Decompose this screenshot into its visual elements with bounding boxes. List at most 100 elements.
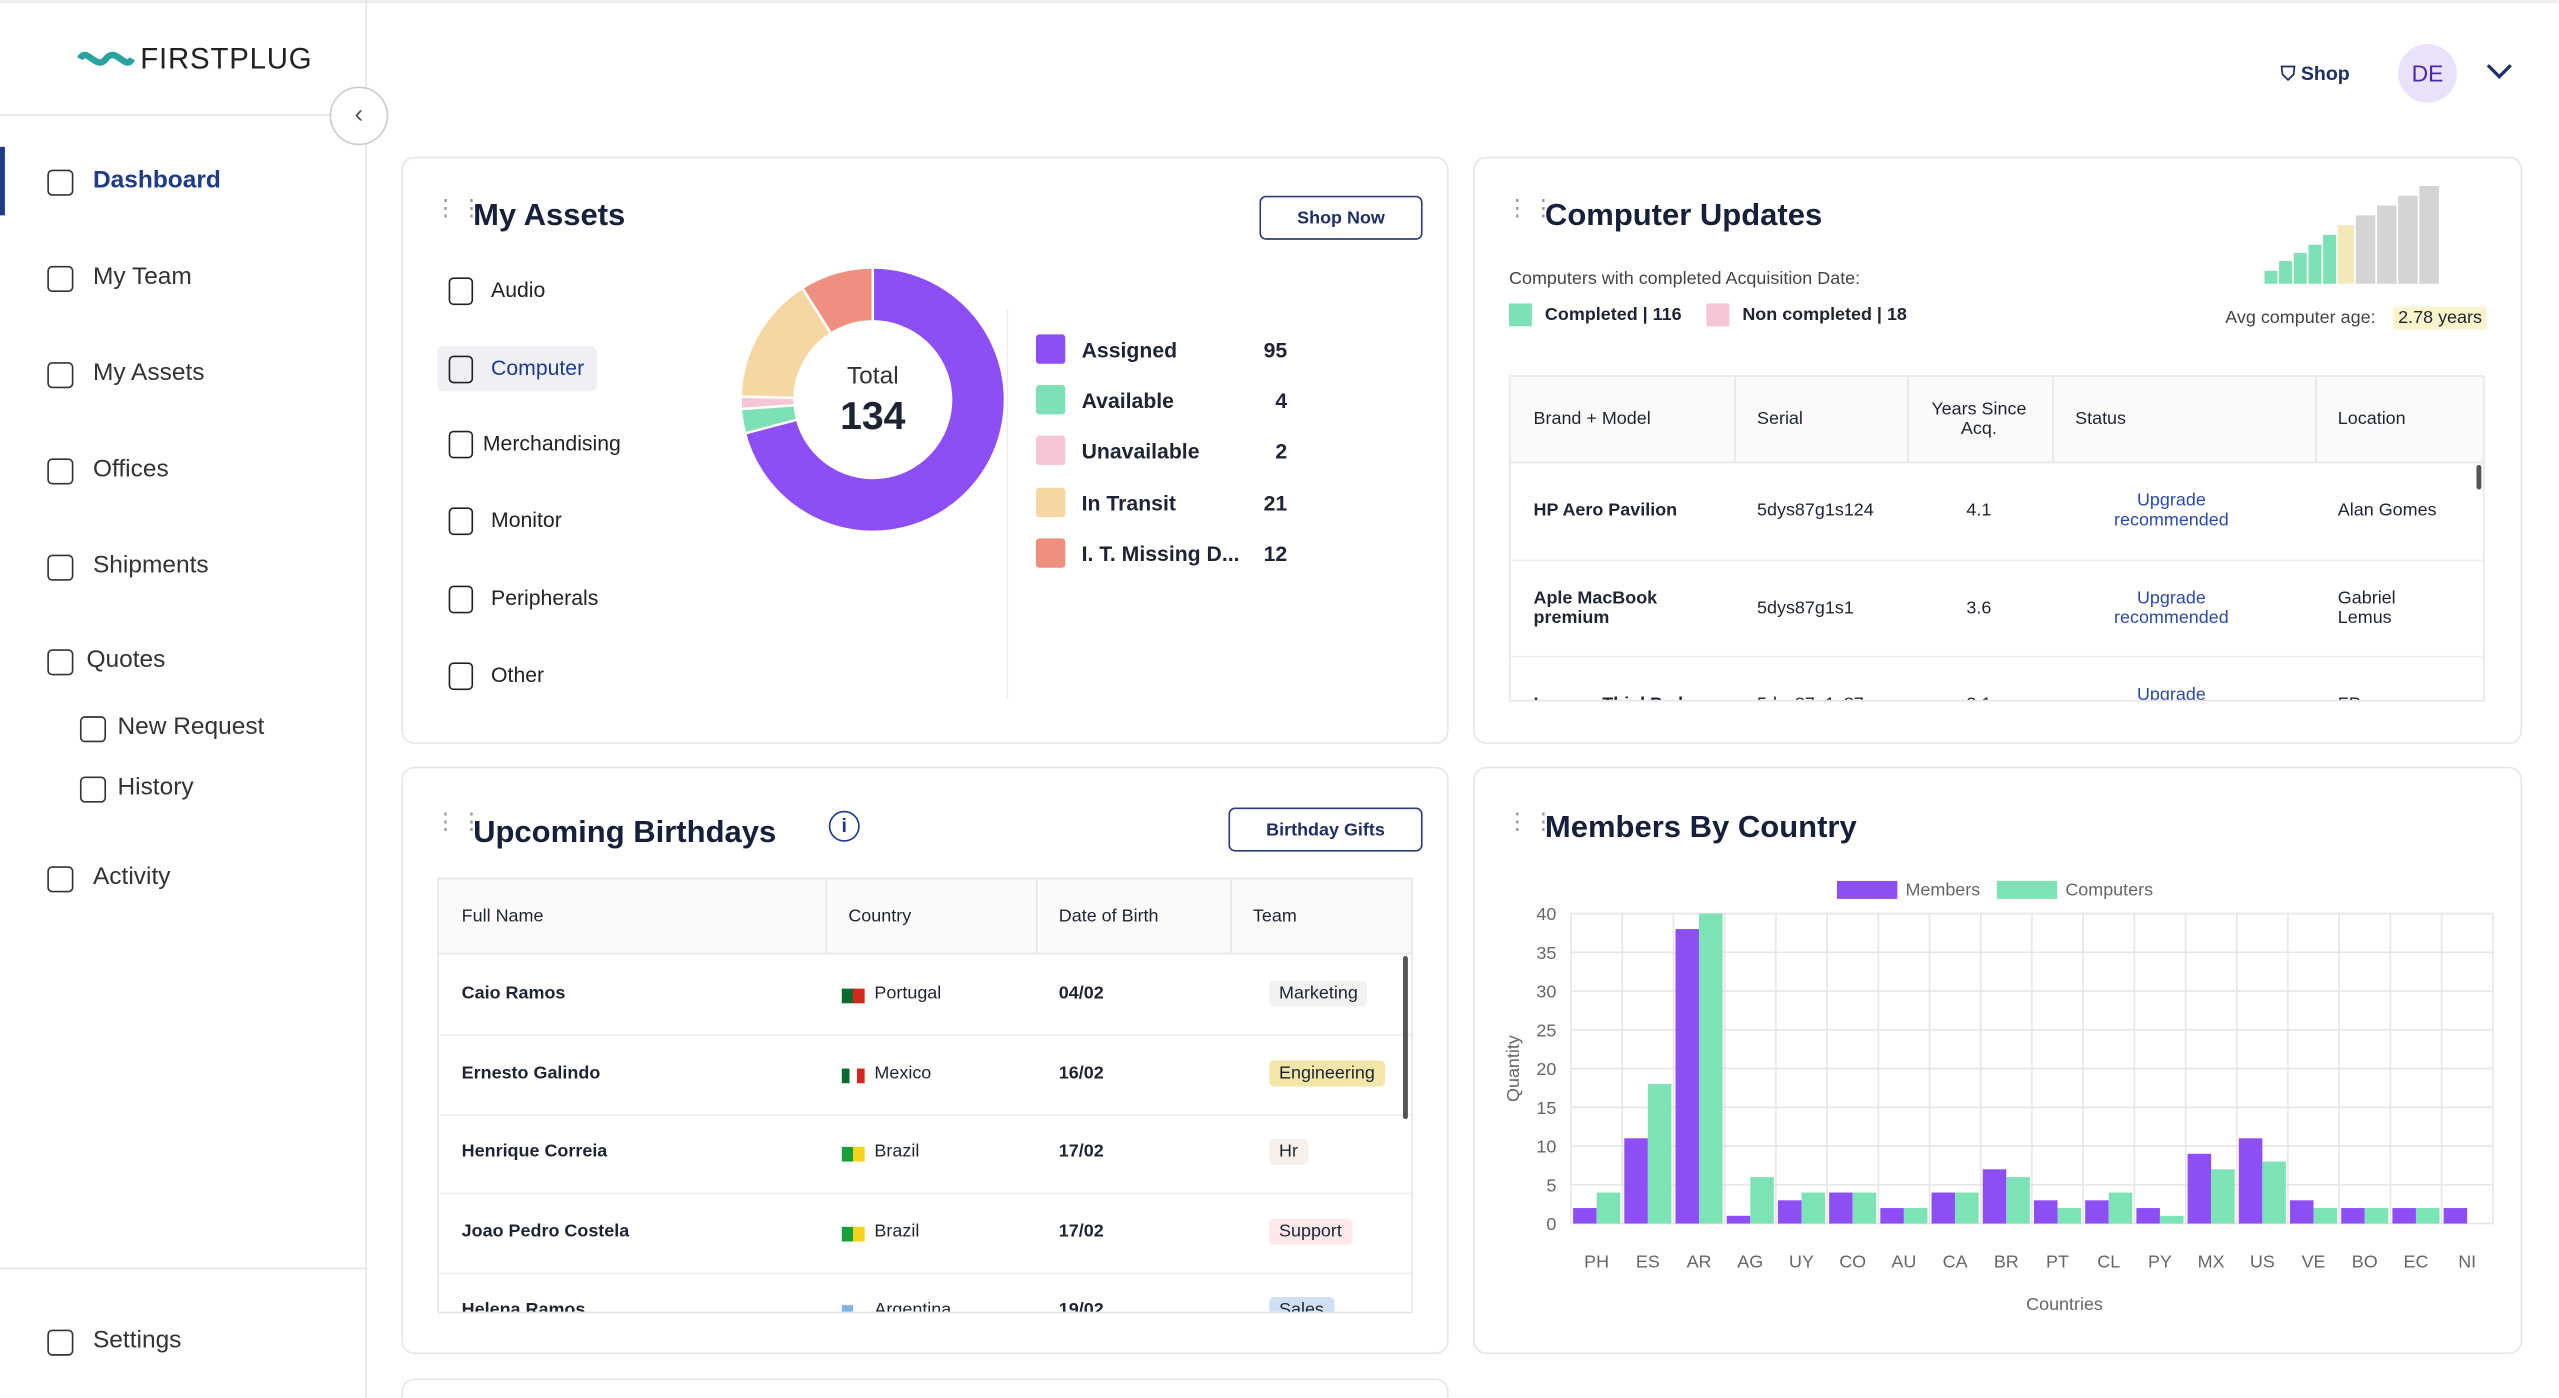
- nav-item[interactable]: Settings: [92, 1326, 182, 1355]
- legend-label: I. T. Missing D...: [1081, 541, 1240, 566]
- y-tick-label: 30: [1536, 982, 1556, 1002]
- bar: [2033, 1200, 2058, 1224]
- nav-icon: [79, 776, 107, 803]
- nav-icon: [47, 169, 74, 196]
- table-cell: Brazil: [874, 1221, 920, 1241]
- sidebar-border: [365, 0, 368, 1398]
- table-cell[interactable]: Upgrade recommended: [2114, 588, 2229, 628]
- category-item[interactable]: Audio: [491, 277, 546, 302]
- avatar[interactable]: DE: [2398, 44, 2457, 103]
- nav-icon: [47, 649, 74, 676]
- bar: [1596, 1192, 1621, 1224]
- nav-item[interactable]: My Assets: [92, 358, 205, 387]
- assets-card: [401, 156, 1449, 744]
- category-item[interactable]: Other: [491, 662, 545, 687]
- category-item[interactable]: Merchandising: [482, 430, 621, 456]
- nav-icon: [79, 716, 107, 743]
- legend-label: Assigned: [1081, 337, 1178, 363]
- category-icon: [448, 662, 474, 691]
- divider: [0, 114, 366, 116]
- legend-swatch: [1035, 538, 1066, 568]
- legend-swatch: [1035, 487, 1066, 517]
- donut-slice: [800, 266, 875, 336]
- bar: [2262, 1161, 2286, 1224]
- legend-label: Non completed | 18: [1742, 305, 1907, 325]
- bar: [2187, 1153, 2212, 1224]
- table-cell: 5dys87g1s124: [1757, 500, 1874, 521]
- bar: [1852, 1192, 1877, 1224]
- bar: [2313, 1208, 2338, 1224]
- table-cell: Joao Pedro Costela: [461, 1221, 630, 1241]
- legend-value: 2: [1275, 439, 1288, 464]
- y-tick-label: 25: [1536, 1020, 1556, 1040]
- shop-now-button[interactable]: Shop Now: [1259, 195, 1423, 240]
- table-cell: Portugal: [874, 983, 942, 1004]
- column-divider: [1035, 879, 1038, 953]
- legend-value: 95: [1263, 337, 1288, 363]
- nav-item[interactable]: Offices: [92, 455, 169, 483]
- bar: [1931, 1192, 1956, 1224]
- bar: [1573, 1208, 1597, 1224]
- logo-icon: [77, 51, 136, 66]
- legend-value: 12: [1263, 541, 1288, 566]
- category-highlight: [437, 345, 598, 392]
- age-sparkline: [2264, 185, 2439, 284]
- info-icon[interactable]: i: [828, 810, 860, 842]
- legend-label: Members: [1905, 880, 1980, 900]
- column-divider: [825, 879, 828, 953]
- bar: [2415, 1208, 2440, 1224]
- drag-handle: ⋮⋮: [1506, 196, 1555, 219]
- nav-item[interactable]: History: [117, 773, 194, 802]
- table-cell[interactable]: Upgrade recommended: [2114, 491, 2229, 531]
- birthday-gifts-button[interactable]: Birthday Gifts: [1228, 807, 1423, 852]
- table-cell: 17/02: [1058, 1141, 1104, 1162]
- category-item[interactable]: Monitor: [491, 507, 562, 532]
- team-badge: Sales: [1269, 1296, 1334, 1312]
- table-cell: 4.1: [1966, 500, 1992, 521]
- y-axis-title: Quantity: [1503, 1035, 1523, 1102]
- x-tick-label: PY: [2148, 1252, 2172, 1272]
- x-axis-title: Countries: [2026, 1294, 2103, 1314]
- donut-chart: [739, 266, 1007, 534]
- row-divider: [438, 1272, 1412, 1274]
- table-cell: Brazil: [874, 1141, 920, 1162]
- nav-item[interactable]: Shipments: [92, 551, 209, 580]
- x-tick-label: BR: [1994, 1252, 2019, 1272]
- legend-swatch: [1706, 303, 1730, 327]
- column-header: Country: [848, 906, 912, 926]
- row-divider: [1510, 656, 2483, 658]
- flag: [841, 988, 865, 1004]
- legend-label: Computers: [2065, 880, 2153, 900]
- x-tick-label: MX: [2198, 1252, 2225, 1272]
- dropdown[interactable]: [2485, 62, 2514, 82]
- table-cell[interactable]: Upgrade recommended: [2136, 685, 2206, 702]
- members-card: [1473, 766, 2523, 1355]
- row-divider: [1510, 559, 2483, 561]
- nav-item[interactable]: Activity: [92, 863, 171, 891]
- subtitle: Computers with completed Acquisition Dat…: [1509, 269, 1861, 289]
- bar: [1777, 1200, 1802, 1224]
- legend-swatch: [1996, 880, 2058, 899]
- nav-item[interactable]: New Request: [117, 712, 265, 741]
- bar: [2159, 1215, 2184, 1224]
- team-badge: Marketing: [1269, 980, 1368, 1007]
- category-item[interactable]: Peripherals: [491, 585, 599, 611]
- x-tick-label: EC: [2404, 1252, 2429, 1272]
- x-tick-label: AG: [1737, 1252, 1763, 1272]
- logo: FIRSTPLUG: [140, 42, 313, 76]
- total-value: 134: [840, 394, 906, 439]
- birthdays-table: Full Name Country Date of Birth Team Caio Ra…: [437, 877, 1413, 1314]
- nav-item[interactable]: Dashboard: [92, 166, 221, 195]
- collapse-button[interactable]: ‹: [329, 86, 389, 146]
- shop-link[interactable]: ⛉ Shop: [2280, 61, 2350, 85]
- category-item[interactable]: Computer: [491, 355, 585, 381]
- category-icon: [448, 277, 474, 306]
- bar: [1647, 1084, 1672, 1224]
- card-title: Upcoming Birthdays: [473, 815, 777, 850]
- table-cell: FP: [2338, 682, 2452, 700]
- nav-item[interactable]: My Team: [92, 262, 192, 291]
- x-tick-label: CO: [1839, 1252, 1866, 1272]
- card-title: Computer Updates: [1544, 199, 1823, 234]
- nav-item[interactable]: Quotes: [86, 646, 166, 674]
- bar: [2108, 1192, 2133, 1224]
